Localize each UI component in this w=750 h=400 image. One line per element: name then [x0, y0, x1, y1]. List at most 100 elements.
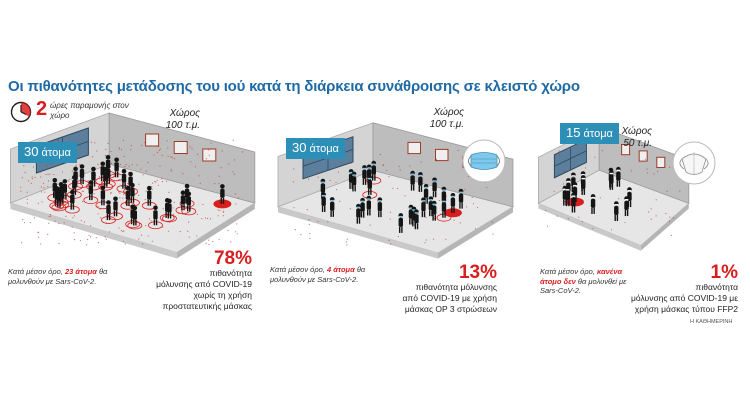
person — [141, 185, 157, 210]
people-count-badge: 15 άτομα — [560, 123, 619, 144]
note-suffix: θα μολυνθούν με Sars-CoV-2. — [270, 265, 366, 284]
people-count-badge: 30 άτομα — [18, 142, 77, 163]
person — [148, 205, 163, 230]
wall-frame — [656, 156, 666, 169]
percentage-description-line: από COVID-19 με χρήση — [402, 293, 497, 303]
percentage-description-line: μάσκας ΟΡ 3 στρώσεων — [404, 304, 497, 314]
infection-note: Κατά μέσον όρο, 4 άτομα θα μολυνθούν με … — [270, 265, 374, 284]
scenario-3 — [532, 124, 692, 252]
percentage-description-line: πιθανότητα — [209, 268, 253, 278]
duration-label: ώρες παραμονής στον χώρο — [50, 101, 129, 120]
person — [590, 194, 596, 214]
clock-icon — [10, 101, 32, 123]
wall-frame — [638, 150, 648, 162]
percentage-description-line: χωρίς τη χρήση — [193, 290, 253, 300]
person — [616, 166, 621, 187]
person — [377, 197, 383, 218]
percentage-description-line: μόλυνσης από COVID-19 με — [631, 293, 738, 303]
room-size-title: Χώρος — [621, 126, 652, 137]
people-count-badge: 30 άτομα — [286, 138, 345, 159]
room-size-title: Χώρος — [433, 107, 464, 118]
room-size-label: Χώρος 50 τ.μ. — [612, 126, 652, 150]
person — [436, 197, 452, 222]
percentage-description: πιθανότητα μόλυνσης από COVID-19 χωρίς τη … — [156, 268, 252, 312]
person — [431, 200, 437, 221]
note-prefix: Κατά μέσον όρο, — [540, 267, 597, 276]
infection-note: Κατά μέσον όρο, κανένα άτομο δεν θα μολυ… — [540, 267, 644, 296]
room-size-label: Χώρος 100 τ.μ. — [160, 108, 200, 132]
person — [329, 197, 335, 217]
person — [360, 197, 365, 218]
room-size-label: Χώρος 100 τ.μ. — [424, 107, 464, 131]
infected-count: κανένα άτομο δεν — [540, 267, 623, 286]
person — [366, 160, 382, 185]
person — [418, 172, 423, 192]
wall-frame — [621, 143, 631, 156]
people-unit: άτομα — [580, 128, 613, 140]
people-unit: άτομα — [38, 147, 71, 159]
room-size-value: 100 τ.μ. — [429, 119, 464, 130]
person — [64, 189, 80, 214]
infection-percentage: 13% — [458, 262, 497, 283]
infected-count: 4 άτομα — [327, 265, 355, 274]
percentage-description-line: πιθανότητα μόλυνσης — [415, 282, 497, 292]
person — [351, 171, 357, 192]
infection-percentage: 1% — [710, 262, 738, 283]
person — [410, 170, 415, 191]
page-title: Οι πιθανότητες μετάδοσης του ιού κατά τη… — [8, 78, 580, 95]
person — [580, 175, 586, 195]
people-count: 15 — [566, 125, 581, 140]
wall-frame — [173, 141, 188, 154]
scenario-2 — [268, 120, 518, 260]
room-illustration — [537, 125, 690, 251]
person — [98, 166, 114, 191]
ffp2-mask-icon — [672, 141, 716, 185]
person — [398, 213, 404, 233]
person — [613, 201, 619, 222]
person — [101, 200, 116, 224]
person — [421, 197, 426, 218]
percentage-description: πιθανότητα μόλυνσης από COVID-19 με χρήση… — [403, 282, 497, 315]
people-count: 30 — [24, 144, 39, 159]
room-illustration — [9, 112, 256, 259]
credit: Η ΚΑΘΗΜΕΡΙΝΗ — [690, 319, 733, 325]
person — [83, 180, 99, 205]
room-size-title: Χώρος — [169, 108, 200, 119]
note-suffix: θα μολυνθεί με Sars-CoV-2. — [540, 276, 627, 296]
wall-frame — [407, 141, 421, 155]
person — [565, 186, 571, 207]
person — [432, 177, 437, 198]
person — [321, 192, 326, 212]
surgical-mask-icon — [462, 139, 506, 183]
people-count: 30 — [292, 140, 307, 155]
percentage-description: πιθανότητα μόλυνσης από COVID-19 με χρήση … — [631, 282, 738, 315]
percentage-description-line: πιθανότητα — [695, 282, 739, 292]
person — [51, 187, 67, 212]
note-prefix: Κατά μέσον όρο, — [8, 267, 65, 276]
person — [458, 188, 464, 209]
person — [366, 195, 372, 216]
scenario-1 — [0, 110, 260, 260]
room-size-value: 50 τ.μ. — [623, 138, 652, 149]
person — [414, 209, 419, 230]
person — [162, 198, 177, 223]
person — [362, 165, 367, 185]
person — [213, 184, 232, 209]
wall-frame — [435, 148, 449, 162]
person — [109, 157, 125, 182]
note-prefix: Κατά μέσον όρο, — [270, 265, 327, 274]
infection-note: Κατά μέσον όρο, 23 άτομα θα μολυνθούν με… — [8, 267, 112, 286]
percentage-description-line: μόλυνσης από COVID-19 — [156, 279, 252, 289]
percentage-description-line: προστατευτικής μάσκας — [162, 301, 252, 311]
person — [181, 191, 197, 216]
room-size-value: 100 τ.μ. — [165, 120, 200, 131]
note-suffix: θα μολυνθούν με Sars-CoV-2. — [8, 267, 108, 286]
duration-hours: 2 — [36, 98, 48, 120]
people-unit: άτομα — [306, 143, 339, 155]
infected-count: 23 άτομα — [65, 267, 97, 276]
room-illustration — [276, 122, 515, 259]
person — [423, 184, 429, 204]
percentage-description-line: χρήση μάσκας τύπου FFP2 — [634, 304, 738, 314]
wall-frame — [145, 133, 160, 147]
person — [571, 192, 576, 213]
